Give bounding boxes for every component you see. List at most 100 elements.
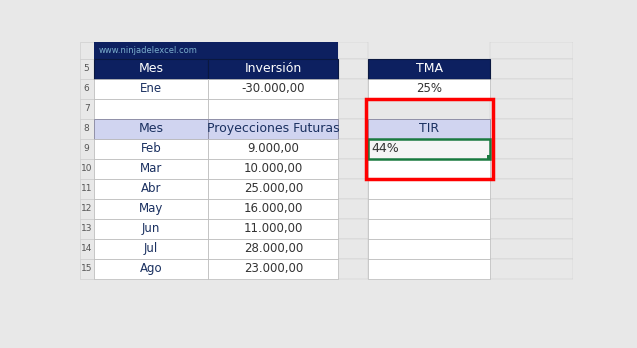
Bar	[208, 159, 338, 179]
Bar	[366, 99, 492, 179]
Bar	[338, 99, 368, 119]
Bar	[80, 199, 94, 219]
Bar	[94, 42, 338, 59]
Bar	[368, 59, 490, 79]
Text: 9: 9	[83, 144, 89, 153]
Bar	[368, 159, 490, 179]
Bar	[94, 199, 208, 219]
Text: 6: 6	[83, 84, 89, 93]
Bar	[94, 159, 208, 179]
Bar	[338, 79, 368, 99]
Bar	[490, 99, 573, 119]
Bar	[208, 79, 338, 99]
Bar	[208, 239, 338, 259]
Text: Jul: Jul	[144, 243, 158, 255]
Bar	[490, 59, 573, 79]
Text: Mes: Mes	[138, 62, 164, 75]
Text: -30.000,00: -30.000,00	[241, 82, 305, 95]
Text: Inversión: Inversión	[245, 62, 302, 75]
Bar	[490, 239, 573, 259]
Text: 13: 13	[81, 224, 92, 234]
Text: TMA: TMA	[416, 62, 443, 75]
Bar	[94, 119, 208, 139]
Bar	[94, 239, 208, 259]
Text: Feb: Feb	[141, 142, 161, 155]
Bar	[338, 259, 368, 279]
Text: Proyecciones Futuras: Proyecciones Futuras	[207, 122, 340, 135]
Bar	[490, 159, 573, 179]
Bar	[368, 179, 490, 199]
Bar	[80, 79, 94, 99]
Bar	[338, 42, 368, 59]
Bar	[94, 139, 208, 159]
Bar	[208, 119, 338, 139]
Bar	[368, 259, 490, 279]
Bar	[338, 239, 368, 259]
Text: Mes: Mes	[138, 122, 164, 135]
Bar	[80, 259, 94, 279]
Bar	[338, 139, 368, 159]
Bar	[490, 79, 573, 99]
Text: 10: 10	[81, 164, 92, 173]
Bar	[368, 139, 490, 159]
Bar	[338, 199, 368, 219]
Bar	[80, 42, 94, 59]
Text: Ago: Ago	[140, 262, 162, 275]
Bar	[338, 59, 368, 79]
Bar	[208, 199, 338, 219]
Bar	[80, 59, 94, 79]
Bar	[368, 199, 490, 219]
Bar	[94, 99, 208, 119]
Bar	[338, 179, 368, 199]
Text: 9.000,00: 9.000,00	[247, 142, 299, 155]
Bar	[208, 219, 338, 239]
Bar	[368, 119, 490, 139]
Bar	[80, 159, 94, 179]
Text: 23.000,00: 23.000,00	[244, 262, 303, 275]
Bar	[368, 79, 490, 99]
Bar	[80, 239, 94, 259]
Text: 7: 7	[83, 104, 89, 113]
Bar	[208, 259, 338, 279]
Bar	[94, 59, 208, 79]
Bar	[490, 119, 573, 139]
Text: 15: 15	[81, 264, 92, 274]
Text: www.ninjadelexcel.com: www.ninjadelexcel.com	[98, 46, 197, 55]
Text: 28.000,00: 28.000,00	[244, 243, 303, 255]
Bar	[94, 219, 208, 239]
Text: 10.000,00: 10.000,00	[244, 162, 303, 175]
Bar	[80, 219, 94, 239]
Bar	[208, 139, 338, 159]
Text: 5: 5	[83, 64, 89, 73]
Bar	[80, 99, 94, 119]
Bar	[94, 79, 208, 99]
Bar	[80, 179, 94, 199]
Bar	[208, 59, 338, 79]
Bar	[80, 139, 94, 159]
Text: Mar: Mar	[140, 162, 162, 175]
Bar	[208, 179, 338, 199]
Bar	[80, 119, 94, 139]
Text: 8: 8	[83, 124, 89, 133]
Text: 11: 11	[81, 184, 92, 193]
Text: Jun: Jun	[142, 222, 160, 235]
Text: Abr: Abr	[141, 182, 161, 195]
Bar	[490, 139, 573, 159]
Bar	[338, 219, 368, 239]
Bar	[490, 199, 573, 219]
Bar	[368, 219, 490, 239]
Bar	[338, 159, 368, 179]
Text: 14: 14	[81, 244, 92, 253]
Text: May: May	[139, 202, 163, 215]
Bar	[338, 119, 368, 139]
Bar	[368, 139, 490, 159]
Bar	[490, 179, 573, 199]
Text: Ene: Ene	[140, 82, 162, 95]
Text: 12: 12	[81, 204, 92, 213]
Bar	[490, 42, 573, 59]
Text: 25%: 25%	[416, 82, 442, 95]
Text: TIR: TIR	[419, 122, 440, 135]
Text: 25.000,00: 25.000,00	[244, 182, 303, 195]
Text: 16.000,00: 16.000,00	[244, 202, 303, 215]
Bar	[490, 219, 573, 239]
